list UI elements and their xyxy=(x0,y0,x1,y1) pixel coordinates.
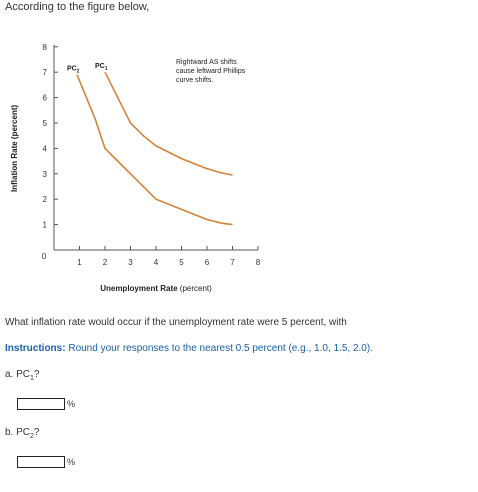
y-tick-label: 4 xyxy=(43,144,48,153)
x-axis-label-rest: (percent) xyxy=(178,284,213,293)
part-b-answer-row: % xyxy=(17,456,75,468)
x-tick-label: 2 xyxy=(103,258,108,267)
y-tick-label: 1 xyxy=(43,221,48,230)
chart-series xyxy=(76,71,233,226)
annotation-line: curve shifts. xyxy=(176,77,213,84)
part-a-unit: % xyxy=(67,399,76,409)
question-text: What inflation rate would occur if the u… xyxy=(5,317,347,328)
part-a-sub: 1 xyxy=(30,375,34,382)
x-axis-label-bold: Unemployment Rate xyxy=(100,284,178,293)
x-tick-label: 3 xyxy=(128,258,133,267)
part-b-answer-input[interactable] xyxy=(17,456,65,468)
instructions-prefix: Instructions: xyxy=(5,343,66,354)
part-a-prefix: a. PC xyxy=(5,369,31,380)
x-tick-label: 1 xyxy=(77,258,82,267)
x-tick-label: 7 xyxy=(230,258,235,267)
x-tick-label: 6 xyxy=(205,258,210,267)
y-tick-label: 8 xyxy=(43,43,48,52)
annotation-line: Rightward AS shifts xyxy=(176,59,237,66)
y-tick-label: 5 xyxy=(43,119,48,128)
part-a-suffix: ? xyxy=(33,369,40,380)
series-line-pc2 xyxy=(76,74,233,226)
series-label-base: PC xyxy=(67,66,77,73)
series-label-sub: 2 xyxy=(77,69,80,75)
series-label-base: PC xyxy=(95,63,105,70)
instructions-body: Round your responses to the nearest 0.5 … xyxy=(65,343,373,354)
intro-text: According to the figure below, xyxy=(5,1,150,13)
y-tick-label: 7 xyxy=(43,68,48,77)
part-b-suffix: ? xyxy=(33,427,40,438)
part-b-unit: % xyxy=(67,457,76,467)
series-label-pc1: PC1 xyxy=(95,63,108,72)
chart-axes xyxy=(53,44,258,251)
series-label-sub: 1 xyxy=(105,66,108,72)
series-label-pc2: PC2 xyxy=(67,66,80,75)
part-a-answer-input[interactable] xyxy=(17,398,65,410)
y-tick-label: 2 xyxy=(43,195,48,204)
y-tick-label: 6 xyxy=(43,94,48,103)
y-tick-label: 3 xyxy=(43,170,48,179)
origin-label: 0 xyxy=(42,252,47,261)
chart-ticks: 1 2 3 4 5 6 7 8 1 2 3 4 5 6 7 8 0 xyxy=(42,43,261,267)
x-tick-label: 4 xyxy=(154,258,159,267)
x-axis-label: Unemployment Rate (percent) xyxy=(100,284,212,293)
part-b-label: b. PC2? xyxy=(5,427,39,440)
instructions-text: Instructions: Round your responses to th… xyxy=(5,343,373,354)
part-b-sub: 2 xyxy=(30,433,34,440)
series-line-pc1 xyxy=(104,71,233,176)
annotation-line: cause leftward Phillips xyxy=(176,68,246,75)
part-a-answer-row: % xyxy=(17,398,75,410)
y-axis-label: Inflation Rate (percent) xyxy=(10,105,19,192)
x-tick-label: 5 xyxy=(179,258,184,267)
part-a-label: a. PC1? xyxy=(5,369,39,382)
part-b-prefix: b. PC xyxy=(5,427,31,438)
x-tick-label: 8 xyxy=(256,258,261,267)
